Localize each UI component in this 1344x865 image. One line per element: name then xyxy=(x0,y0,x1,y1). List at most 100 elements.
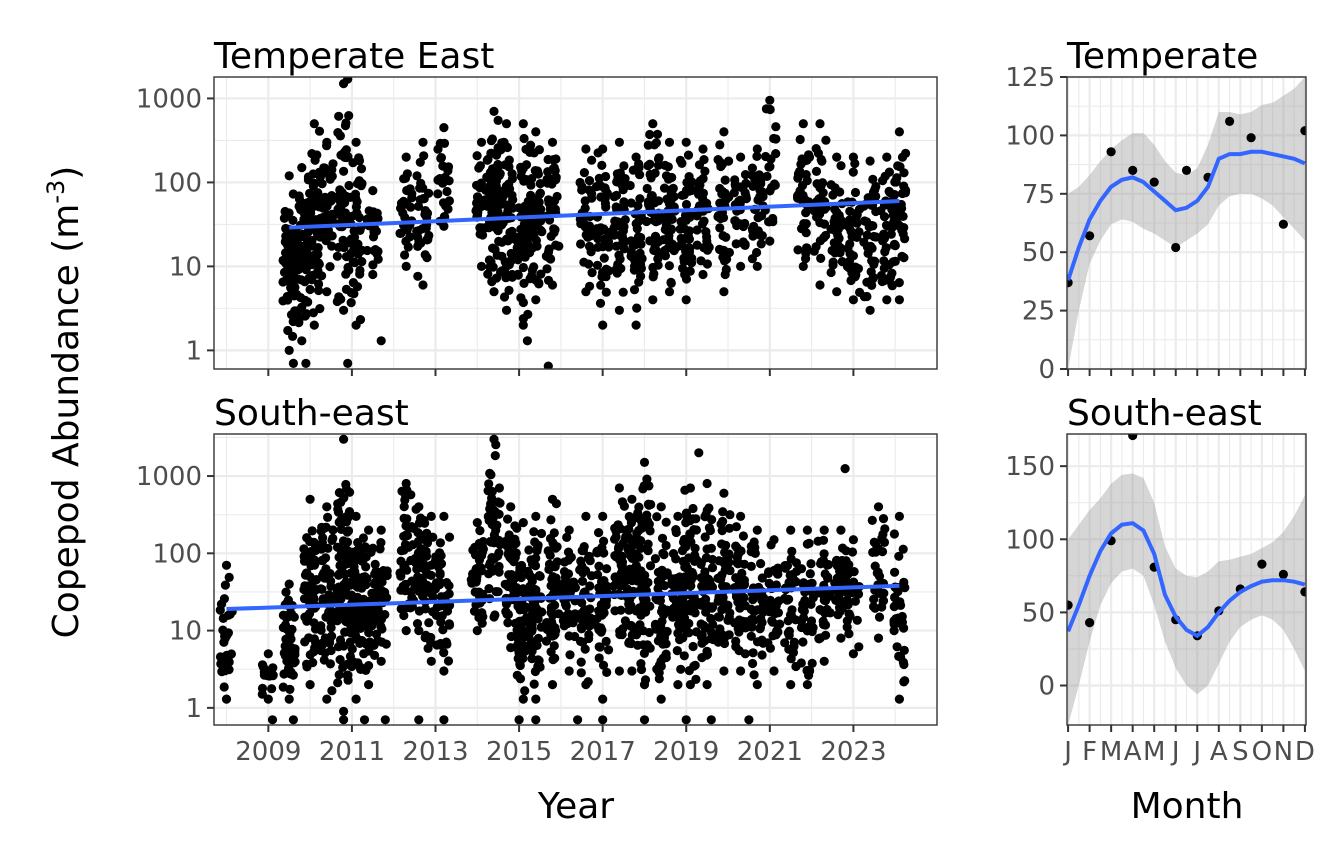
data-point xyxy=(899,659,909,670)
y-tick-label: 1 xyxy=(185,694,202,724)
data-point xyxy=(412,171,422,181)
data-point xyxy=(373,254,383,264)
data-point xyxy=(634,552,644,562)
data-point xyxy=(681,560,691,571)
data-point xyxy=(654,196,664,206)
data-point xyxy=(514,648,524,658)
data-point xyxy=(333,590,343,601)
data-point xyxy=(604,266,614,276)
x-tick-label: 2013 xyxy=(402,737,468,767)
data-point xyxy=(313,243,323,253)
data-point xyxy=(862,291,872,302)
data-point xyxy=(485,262,495,272)
data-point xyxy=(334,570,344,580)
data-point xyxy=(702,505,712,515)
data-point xyxy=(354,153,364,163)
data-point xyxy=(739,559,750,569)
data-point xyxy=(731,239,741,249)
data-point xyxy=(819,525,829,535)
data-point xyxy=(343,526,354,536)
x-tick-label: D xyxy=(1295,737,1315,767)
data-point xyxy=(747,622,757,632)
data-point xyxy=(280,650,290,661)
data-point xyxy=(676,217,686,227)
data-point xyxy=(370,559,380,570)
data-point xyxy=(614,137,625,147)
data-point xyxy=(263,694,273,704)
data-point xyxy=(343,358,353,368)
data-point xyxy=(291,260,301,271)
data-point xyxy=(676,664,686,674)
data-point xyxy=(1128,165,1138,175)
data-point xyxy=(412,619,423,629)
data-point xyxy=(814,194,824,204)
data-point xyxy=(647,191,657,201)
data-point xyxy=(268,663,278,673)
x-tick-label: A xyxy=(1210,737,1228,767)
data-point xyxy=(672,646,682,656)
data-point xyxy=(864,222,874,232)
data-point xyxy=(472,626,482,636)
data-point xyxy=(631,320,641,330)
data-point xyxy=(832,287,842,297)
data-point xyxy=(439,648,449,658)
data-point xyxy=(534,656,544,666)
data-point xyxy=(435,577,445,588)
data-point xyxy=(584,176,595,186)
data-point xyxy=(585,604,595,614)
data-point xyxy=(815,119,825,129)
data-point xyxy=(487,566,497,576)
data-point xyxy=(656,502,666,512)
data-point xyxy=(681,542,691,552)
data-point xyxy=(688,503,698,514)
data-point xyxy=(789,641,799,651)
data-point xyxy=(897,225,907,235)
data-point xyxy=(890,256,900,266)
data-point xyxy=(642,216,652,227)
data-point xyxy=(859,237,869,247)
data-point xyxy=(483,511,493,522)
data-point xyxy=(821,135,831,145)
data-point xyxy=(874,612,885,622)
data-point xyxy=(504,285,514,295)
data-point xyxy=(489,287,499,297)
data-point xyxy=(500,160,510,170)
data-point xyxy=(828,257,838,267)
data-point xyxy=(370,577,380,588)
data-point xyxy=(692,225,702,235)
data-point xyxy=(786,610,797,621)
data-point xyxy=(501,181,511,191)
confidence-band xyxy=(1068,77,1305,369)
data-point xyxy=(550,600,560,610)
data-point xyxy=(547,680,558,690)
data-point xyxy=(546,515,556,525)
data-point xyxy=(731,522,742,532)
data-point xyxy=(889,617,899,627)
data-point xyxy=(284,694,294,704)
data-point xyxy=(536,528,547,539)
data-point xyxy=(850,262,861,272)
data-point xyxy=(613,173,623,183)
data-point xyxy=(663,162,673,172)
data-point xyxy=(873,567,883,577)
data-point xyxy=(687,177,697,187)
data-point xyxy=(746,541,756,552)
data-point xyxy=(344,180,354,191)
data-point xyxy=(584,259,594,269)
data-point xyxy=(894,127,905,137)
data-point xyxy=(698,144,708,154)
data-point xyxy=(552,191,562,202)
data-point xyxy=(625,180,635,191)
data-point xyxy=(356,164,367,174)
data-point xyxy=(756,239,766,249)
data-point xyxy=(714,556,724,566)
data-point xyxy=(543,178,553,188)
data-point xyxy=(334,203,344,213)
data-point xyxy=(704,523,715,533)
data-point xyxy=(746,631,756,641)
data-point xyxy=(890,567,900,577)
data-point xyxy=(336,150,346,160)
data-point xyxy=(371,226,381,236)
data-point xyxy=(867,243,877,253)
data-point xyxy=(438,198,449,208)
